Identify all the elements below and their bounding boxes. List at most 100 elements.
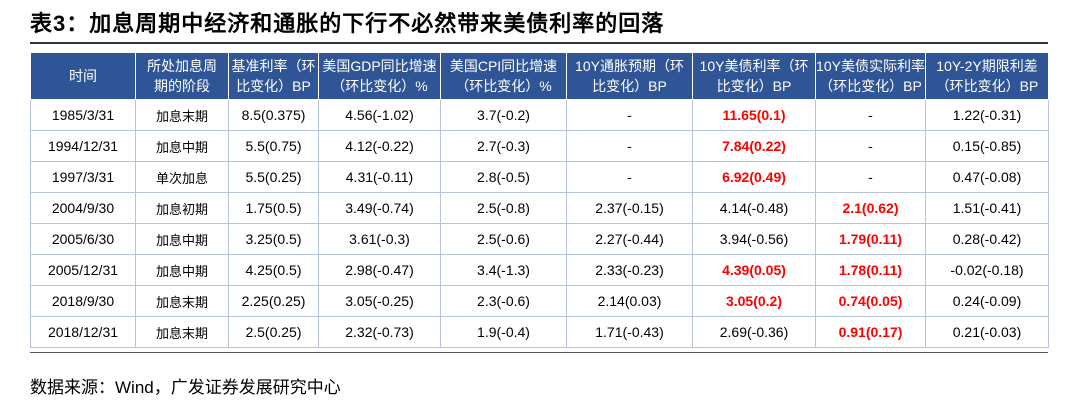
cell: 5.5(0.25): [228, 161, 319, 193]
cell: 3.94(-0.56): [692, 223, 816, 255]
cell: 4.14(-0.48): [692, 192, 816, 224]
header-line: 比变化）BP: [236, 78, 311, 94]
cell: 7.84(0.22): [692, 130, 816, 162]
cell: 4.12(-0.22): [318, 130, 441, 162]
cell: 2.5(-0.8): [440, 192, 567, 224]
cell: -: [815, 161, 926, 193]
cell: 2.98(-0.47): [318, 254, 441, 286]
cell: 加息中期: [135, 130, 229, 162]
header-line: （环比变化）%: [455, 78, 552, 94]
header-line: 10Y通胀预期（环: [575, 58, 684, 74]
cell: 2.7(-0.3): [440, 130, 567, 162]
cell: 1.9(-0.4): [440, 316, 567, 348]
cell: 0.24(-0.09): [925, 285, 1049, 317]
cell: 2004/9/30: [30, 192, 136, 224]
header-line: 10Y-2Y期限利差: [936, 58, 1038, 74]
header-cell: 时间: [30, 52, 136, 100]
cell: 1.75(0.5): [228, 192, 319, 224]
table-row: 2005/6/30 加息中期 3.25(0.5) 3.61(-0.3) 2.5(-0.6…: [30, 223, 1049, 255]
header-line: 比变化）BP: [592, 78, 667, 94]
cell: -: [566, 161, 693, 193]
cell: 11.65(0.1): [692, 99, 816, 131]
cell: 加息中期: [135, 254, 229, 286]
cell: 2018/9/30: [30, 285, 136, 317]
header-cell: 10Y通胀预期（环 比变化）BP: [566, 52, 693, 100]
cell: 2.8(-0.5): [440, 161, 567, 193]
cell: 1.51(-0.41): [925, 192, 1049, 224]
header-line: （环比变化）BP: [819, 78, 922, 94]
cell: 2.3(-0.6): [440, 285, 567, 317]
cell: -: [815, 130, 926, 162]
header-cell: 基准利率（环 比变化）BP: [228, 52, 319, 100]
cell: 0.15(-0.85): [925, 130, 1049, 162]
cell: 4.56(-1.02): [318, 99, 441, 131]
header-line: 美国CPI同比增速: [449, 58, 558, 74]
cell: 加息初期: [135, 192, 229, 224]
table-row: 2005/12/31 加息中期 4.25(0.5) 2.98(-0.47) 3.4(-1…: [30, 254, 1049, 286]
header-line: 10Y美债实际利率: [816, 58, 925, 74]
header-cell: 10Y美债实际利率 （环比变化）BP: [815, 52, 926, 100]
cell: 2.69(-0.36): [692, 316, 816, 348]
table-body: 1985/3/31 加息末期 8.5(0.375) 4.56(-1.02) 3.7(-0…: [30, 99, 1049, 348]
cell: 单次加息: [135, 161, 229, 193]
cell: -0.02(-0.18): [925, 254, 1049, 286]
cell: 2.5(-0.6): [440, 223, 567, 255]
cell: 4.31(-0.11): [318, 161, 441, 193]
cell: 加息末期: [135, 285, 229, 317]
cell: 2005/12/31: [30, 254, 136, 286]
table-row: 2018/9/30 加息末期 2.25(0.25) 3.05(-0.25) 2.3(-0…: [30, 285, 1049, 317]
table-row: 1994/12/31 加息中期 5.5(0.75) 4.12(-0.22) 2.7(-0…: [30, 130, 1049, 162]
cell: 2.1(0.62): [815, 192, 926, 224]
cell: 3.49(-0.74): [318, 192, 441, 224]
title: 表3：加息周期中经济和通胀的下行不必然带来美债利率的回落: [30, 11, 665, 36]
cell: 3.05(0.2): [692, 285, 816, 317]
cell: 2.33(-0.23): [566, 254, 693, 286]
cell: 2.27(-0.44): [566, 223, 693, 255]
header-cell: 美国CPI同比增速 （环比变化）%: [440, 52, 567, 100]
cell: -: [815, 99, 926, 131]
cell: 1.79(0.11): [815, 223, 926, 255]
cell: 3.61(-0.3): [318, 223, 441, 255]
cell: 0.47(-0.08): [925, 161, 1049, 193]
source: 数据来源：Wind，广发证券发展研究中心: [30, 378, 341, 397]
cell: 3.05(-0.25): [318, 285, 441, 317]
cell: 0.91(0.17): [815, 316, 926, 348]
header-line: （环比变化）BP: [935, 78, 1039, 94]
table-row: 1985/3/31 加息末期 8.5(0.375) 4.56(-1.02) 3.7(-0…: [30, 99, 1049, 131]
header-cell: 10Y-2Y期限利差 （环比变化）BP: [925, 52, 1049, 100]
header-cell: 10Y美债利率（环 比变化）BP: [692, 52, 816, 100]
header-line: （环比变化）%: [331, 78, 428, 94]
table: 时间 所处加息周 期的阶段 基准利率（环 比变化）BP 美国GDP同比增速 （环比变化）% 美…: [30, 52, 1049, 348]
cell: 0.28(-0.42): [925, 223, 1049, 255]
header-line: 期的阶段: [154, 78, 210, 94]
table-row: 2018/12/31 加息末期 2.5(0.25) 2.32(-0.73) 1.9(-0…: [30, 316, 1049, 348]
cell: 6.92(0.49): [692, 161, 816, 193]
cell: 0.74(0.05): [815, 285, 926, 317]
cell: 3.7(-0.2): [440, 99, 567, 131]
rule: [30, 352, 1048, 353]
cell: 2.37(-0.15): [566, 192, 693, 224]
header-cell: 所处加息周 期的阶段: [135, 52, 229, 100]
cell: 2.32(-0.73): [318, 316, 441, 348]
cell: -: [566, 130, 693, 162]
cell: 1.78(0.11): [815, 254, 926, 286]
header-line: 美国GDP同比增速: [322, 58, 437, 74]
table-row: 2004/9/30 加息初期 1.75(0.5) 3.49(-0.74) 2.5(-0.…: [30, 192, 1049, 224]
header-row: 时间 所处加息周 期的阶段 基准利率（环 比变化）BP 美国GDP同比增速 （环比变化）% 美…: [30, 52, 1049, 100]
rule: [30, 42, 1048, 44]
cell: 2.25(0.25): [228, 285, 319, 317]
cell: 3.25(0.5): [228, 223, 319, 255]
cell: 4.39(0.05): [692, 254, 816, 286]
cell: 3.4(-1.3): [440, 254, 567, 286]
header-line: 时间: [69, 68, 97, 84]
cell: 1.71(-0.43): [566, 316, 693, 348]
header-cell: 美国GDP同比增速 （环比变化）%: [318, 52, 441, 100]
cell: 1994/12/31: [30, 130, 136, 162]
header-line: 比变化）BP: [716, 78, 792, 94]
cell: -: [566, 99, 693, 131]
cell: 1997/3/31: [30, 161, 136, 193]
cell: 加息末期: [135, 99, 229, 131]
cell: 2.5(0.25): [228, 316, 319, 348]
header-line: 基准利率（环: [231, 58, 316, 74]
